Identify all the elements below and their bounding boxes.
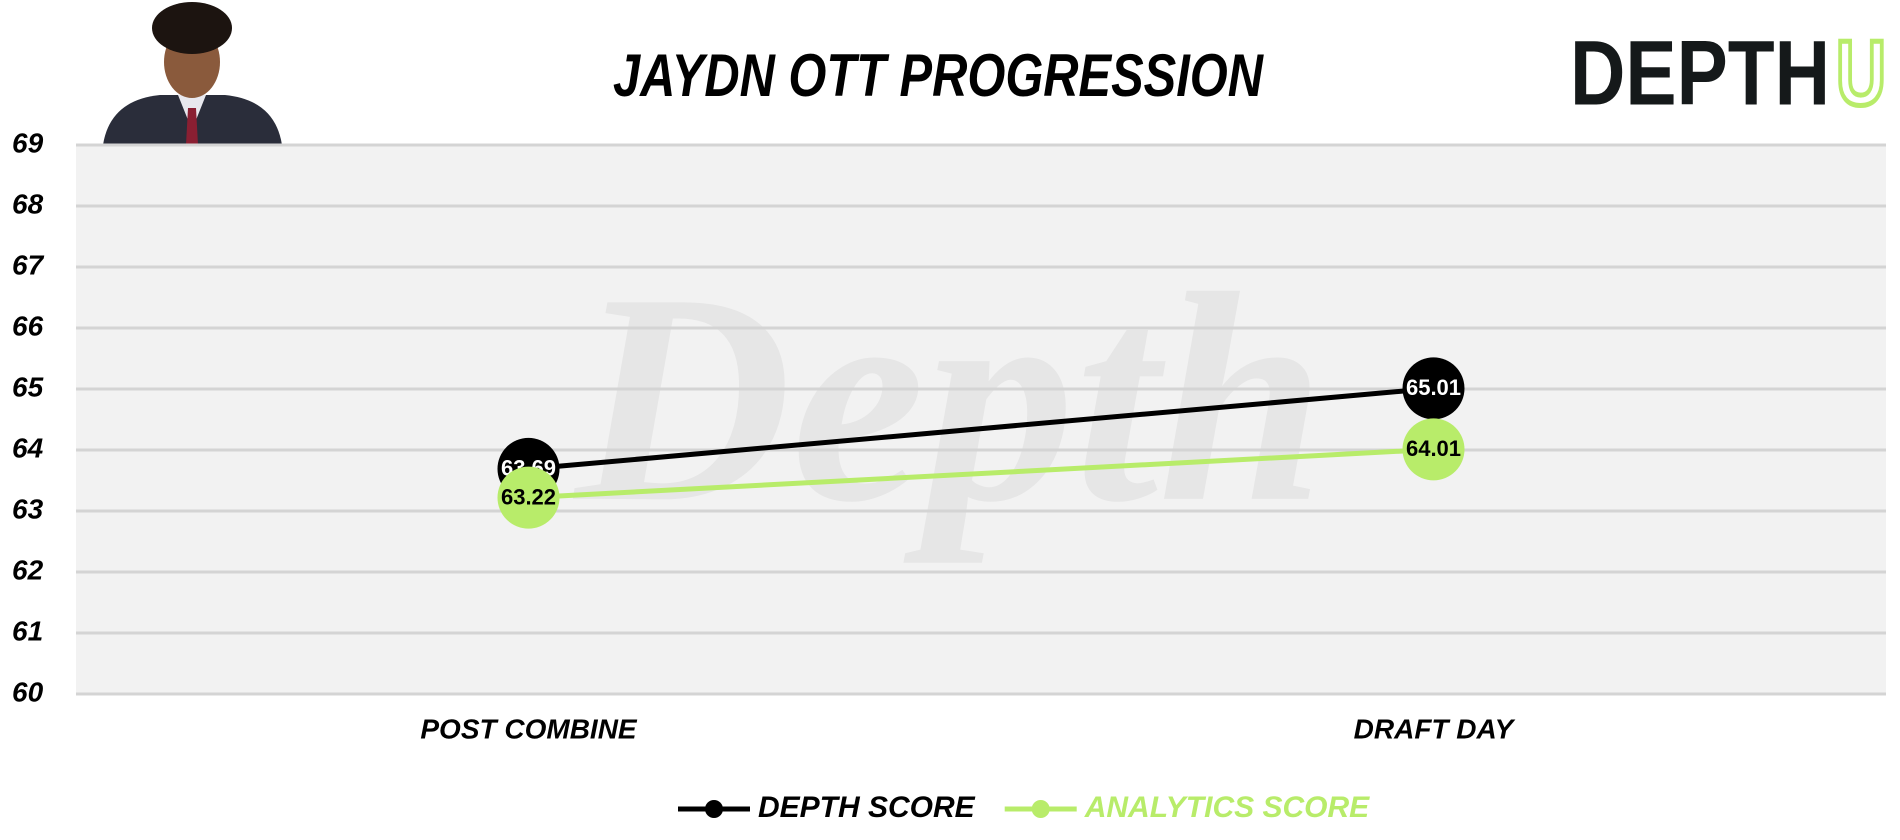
series-line [528, 385, 1434, 472]
legend-label: ANALYTICS SCORE [1084, 791, 1370, 824]
y-tick-label: 65 [12, 371, 44, 402]
series-line [528, 446, 1434, 501]
legend-marker [705, 800, 723, 818]
data-point [497, 466, 560, 529]
y-tick-label: 67 [12, 249, 45, 280]
data-point [1402, 418, 1465, 481]
y-tick-label: 68 [12, 188, 44, 219]
logo-accent: U [1836, 22, 1886, 124]
x-tick-label: POST COMBINE [420, 713, 638, 744]
x-tick-label: DRAFT DAY [1354, 713, 1516, 744]
y-tick-label: 61 [12, 615, 43, 646]
watermark: Depth [570, 232, 1325, 565]
data-label: 63.22 [501, 484, 556, 509]
player-photo [103, 2, 282, 145]
y-tick-label: 60 [12, 676, 44, 707]
legend-marker [1031, 800, 1050, 818]
plot-area [76, 145, 1886, 694]
y-tick-label: 64 [12, 432, 44, 463]
y-tick-label: 69 [12, 127, 44, 158]
y-tick-label: 62 [12, 554, 44, 585]
logo-main: DEPTH [1570, 22, 1830, 124]
data-point [1402, 357, 1465, 420]
y-tick-label: 63 [12, 493, 44, 524]
data-label: 65.01 [1406, 375, 1461, 400]
legend-label: DEPTH SCORE [758, 791, 976, 824]
title: JAYDN OTT PROGRESSION [613, 42, 1264, 109]
data-label: 64.01 [1406, 436, 1461, 461]
y-tick-label: 66 [12, 310, 44, 341]
